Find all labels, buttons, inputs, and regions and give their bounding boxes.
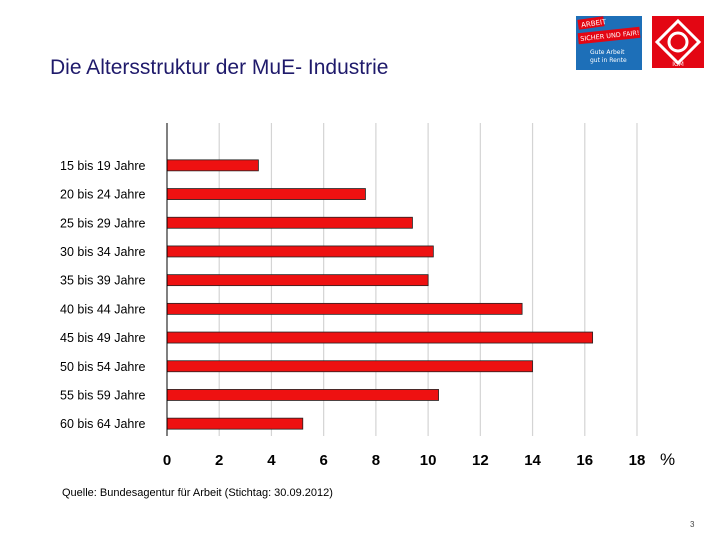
x-tick-label: 18 (629, 452, 646, 469)
bars (166, 159, 594, 430)
x-tick-label: 4 (267, 452, 276, 469)
category-label: 35 bis 39 Jahre (60, 274, 146, 288)
x-tick-label: 14 (524, 452, 541, 469)
bar-5 (166, 302, 523, 315)
igm-logo-text: IGM (672, 61, 684, 68)
x-tick-label: 0 (163, 452, 171, 469)
x-axis-unit: % (660, 450, 675, 469)
x-tick-label: 12 (472, 452, 489, 469)
x-tick-labels: 0 2 4 6 8 10 12 14 16 18 (163, 452, 646, 469)
category-label: 55 bis 59 Jahre (60, 388, 146, 402)
category-label: 15 bis 19 Jahre (60, 159, 146, 173)
campaign-line-3: Gute Arbeit (590, 49, 625, 56)
campaign-logo: ARBEIT SICHER UND FAIR! Gute Arbeit gut … (576, 16, 642, 70)
source-note: Quelle: Bundesagentur für Arbeit (Sticht… (62, 487, 333, 499)
bar-2 (166, 216, 413, 229)
bar-4 (166, 274, 429, 287)
bar-3 (166, 245, 434, 258)
x-tick-label: 6 (319, 452, 327, 469)
page-title: Die Altersstruktur der MuE- Industrie (50, 56, 389, 79)
bar-1 (166, 188, 366, 200)
category-label: 25 bis 29 Jahre (60, 216, 146, 230)
campaign-line-4: gut in Rente (590, 57, 627, 64)
campaign-line-1: ARBEIT (581, 18, 608, 30)
bar-8 (166, 389, 439, 401)
category-labels: 15 bis 19 Jahre 20 bis 24 Jahre 25 bis 29 … (60, 159, 146, 431)
x-tick-label: 8 (372, 452, 380, 469)
category-label: 45 bis 49 Jahre (60, 331, 146, 345)
bar-0 (166, 159, 259, 172)
page-number: 3 (690, 520, 695, 529)
bar-9 (166, 417, 304, 430)
igm-logo: IGM (652, 16, 704, 68)
category-label: 60 bis 64 Jahre (60, 417, 146, 431)
bar-7 (166, 360, 533, 373)
x-tick-label: 2 (215, 452, 223, 469)
category-label: 50 bis 54 Jahre (60, 360, 146, 374)
x-tick-label: 10 (420, 452, 437, 469)
category-label: 20 bis 24 Jahre (60, 188, 146, 202)
category-label: 30 bis 34 Jahre (60, 245, 146, 259)
bar-6 (166, 331, 594, 344)
category-label: 40 bis 44 Jahre (60, 302, 146, 316)
x-tick-label: 16 (576, 452, 593, 469)
